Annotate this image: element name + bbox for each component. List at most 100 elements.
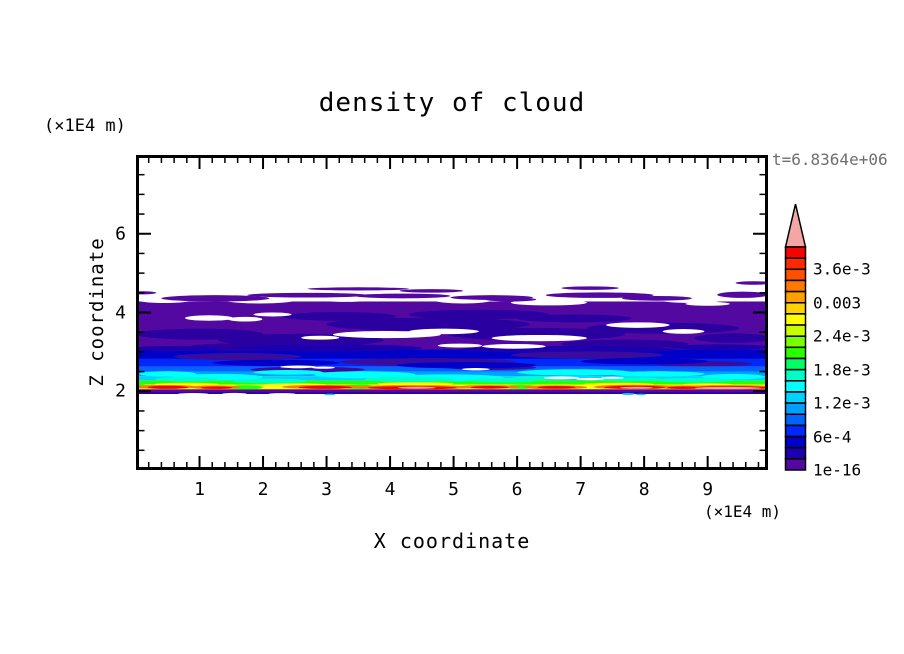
colorbar-label: 6e-4 <box>813 427 852 447</box>
field-shape <box>606 322 670 328</box>
field-shape <box>282 312 397 321</box>
contour-field <box>136 281 768 396</box>
field-shape <box>682 383 734 386</box>
plot-frame-and-ticks <box>136 155 768 470</box>
colorbar-segment <box>784 424 807 438</box>
field-shape <box>313 371 416 379</box>
colorbar-segment <box>784 357 807 371</box>
x-tick-label: 8 <box>638 479 650 500</box>
field-shape <box>221 392 248 396</box>
colorbar-segment <box>784 268 807 282</box>
colorbar-segment <box>784 380 807 393</box>
field-shape <box>147 385 189 389</box>
field-shape <box>136 392 768 395</box>
field-shape <box>136 291 157 295</box>
colorbar-segment <box>784 290 807 304</box>
plot-title: density of cloud <box>318 88 586 118</box>
field-shape <box>161 295 270 302</box>
timestamp-label: t=6.8364e+06 <box>772 150 888 169</box>
field-shape <box>409 328 479 335</box>
field-shape <box>155 377 219 382</box>
field-shape <box>694 333 768 343</box>
field-shape <box>301 335 340 340</box>
field-shape <box>396 362 537 369</box>
field-shape <box>227 385 264 390</box>
colorbar-segment <box>784 302 807 315</box>
y-tick-label: 6 <box>115 223 126 245</box>
field-shape <box>155 382 219 386</box>
field-shape <box>491 334 587 342</box>
field-shape <box>485 297 537 302</box>
x-axis-unit-label: (×1E4 m) <box>703 502 781 521</box>
field-shape <box>600 376 624 379</box>
field-shape <box>200 386 233 389</box>
field-shape <box>470 386 509 389</box>
field-shape <box>311 366 335 369</box>
colorbar-segment <box>784 246 807 259</box>
colorbar-label: 1.2e-3 <box>813 393 871 413</box>
plot-frame <box>136 155 768 470</box>
field-shape <box>437 343 483 348</box>
field-shape <box>667 386 701 389</box>
field-shape <box>461 368 490 371</box>
field-shape <box>621 295 692 301</box>
field-shape <box>364 376 454 383</box>
field-shape <box>212 359 340 367</box>
field-shape <box>543 376 580 380</box>
x-tick-label: 4 <box>384 479 396 500</box>
colorbar-segment <box>784 324 807 337</box>
field-shape <box>397 386 436 389</box>
x-tick-label: 5 <box>448 479 459 500</box>
colorbar-segment <box>784 257 807 271</box>
field-shape <box>326 317 530 332</box>
field-shape <box>545 292 654 298</box>
field-shape <box>280 365 316 369</box>
field-shape <box>669 344 768 350</box>
field-shape <box>482 344 546 349</box>
y-tick-label: 2 <box>115 380 126 402</box>
colorbar-segment <box>784 279 807 293</box>
field-shape <box>136 366 768 372</box>
field-shape <box>694 386 762 390</box>
field-shape <box>253 312 292 317</box>
x-tick-label: 2 <box>257 479 269 500</box>
field-shape <box>701 373 765 380</box>
field-shape <box>177 393 210 396</box>
x-tick-label: 7 <box>575 479 587 500</box>
field-shape <box>576 377 605 381</box>
field-shape <box>510 299 587 306</box>
field-shape <box>685 301 730 306</box>
colorbar-segment <box>784 446 807 460</box>
field-shape <box>184 315 234 321</box>
field-shape <box>717 291 768 298</box>
colorbar-label: 1.8e-3 <box>813 360 871 380</box>
colorbar-segment <box>784 346 807 360</box>
colorbar-label: 2.4e-3 <box>813 326 871 346</box>
y-tick-label: 4 <box>115 302 126 323</box>
field-shape <box>662 329 705 334</box>
field-shape <box>656 377 734 383</box>
x-tick-label: 1 <box>194 479 205 500</box>
field-shape <box>621 393 635 395</box>
field-shape <box>377 382 454 386</box>
field-shape <box>409 309 549 320</box>
field-shape <box>298 385 352 389</box>
plot-area <box>136 155 768 470</box>
colorbar-segment <box>784 368 807 382</box>
field-shape <box>231 378 308 384</box>
field-shape <box>136 371 768 377</box>
field-shape <box>174 353 302 361</box>
colorbar-segment <box>784 313 807 326</box>
field-shape <box>307 287 410 291</box>
x-tick-label: 3 <box>321 479 332 500</box>
field-shape <box>517 369 632 376</box>
field-shape <box>139 371 197 377</box>
x-tick-label: 6 <box>511 479 523 500</box>
colorbar-segment <box>784 335 807 349</box>
colorbar <box>784 203 807 471</box>
field-shape <box>517 314 632 323</box>
field-shape <box>136 349 768 359</box>
field-shape <box>268 393 297 396</box>
field-shape <box>218 333 384 347</box>
